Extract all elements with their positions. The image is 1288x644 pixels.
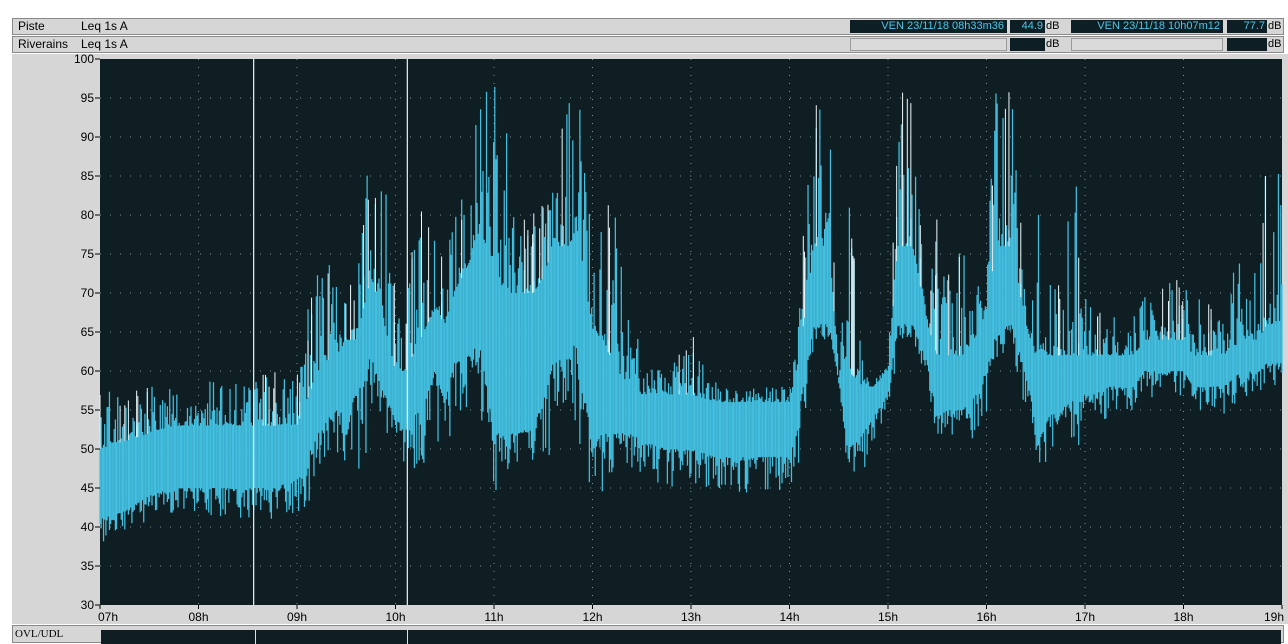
y-tick-label: 100 <box>74 54 94 66</box>
channel-metric: Leq 1s A <box>81 19 128 33</box>
cursor2-unit: dB <box>1268 38 1282 50</box>
cursor1-unit: dB <box>1046 20 1060 32</box>
ovl-udl-strip <box>101 630 1281 644</box>
cursor2-time: VEN 23/11/18 10h07m12 <box>1071 20 1223 33</box>
y-tick-label: 80 <box>81 208 95 222</box>
y-tick-label: 70 <box>81 286 95 300</box>
cursor2-value <box>1227 38 1267 51</box>
cursor2-unit: dB <box>1268 20 1282 32</box>
cursor2-time <box>1071 38 1223 51</box>
x-axis: 07h 08h 09h 10h 11h 12h 13h 14h 15h 16h 17h 18h 19h <box>98 605 1284 624</box>
x-tick-label: 14h <box>779 610 799 624</box>
cursor2-value: 77.7 <box>1227 20 1267 33</box>
y-tick-label: 50 <box>81 442 95 456</box>
x-tick-label: 08h <box>188 610 208 624</box>
cursor1-value: 44.9 <box>1010 20 1045 33</box>
cursor1-time <box>850 38 1007 51</box>
ovl-cursor-2 <box>407 630 408 644</box>
x-tick-label: 19h <box>1264 610 1284 624</box>
x-tick-label: 11h <box>484 610 503 624</box>
x-tick-label: 16h <box>976 610 996 624</box>
channel-row-riverains[interactable]: Riverains Leq 1s A dB dB <box>12 36 1284 53</box>
channel-metric: Leq 1s A <box>81 37 128 51</box>
x-tick-label: 13h <box>681 610 701 624</box>
series-leq <box>99 87 1283 542</box>
x-tick-label: 07h <box>98 610 118 624</box>
channel-name: Piste <box>18 19 45 33</box>
ovl-udl-label: OVL/UDL <box>15 628 64 640</box>
y-tick-label: 90 <box>81 130 95 144</box>
x-tick-label: 15h <box>878 610 898 624</box>
x-tick-label: 18h <box>1173 610 1193 624</box>
y-tick-label: 35 <box>81 559 95 573</box>
noise-level-chart[interactable]: 100 95 90 85 80 75 70 65 60 55 50 45 40 35 30 07h 08h 09… <box>12 54 1288 624</box>
y-axis: 100 95 90 85 80 75 70 65 60 55 50 45 40 35 30 <box>74 54 100 612</box>
x-tick-label: 12h <box>582 610 602 624</box>
ovl-cursor-1 <box>255 630 256 644</box>
y-tick-label: 65 <box>81 325 95 339</box>
y-tick-label: 75 <box>81 247 95 261</box>
channel-name: Riverains <box>18 37 69 51</box>
y-tick-label: 45 <box>81 481 95 495</box>
x-tick-label: 10h <box>385 610 405 624</box>
y-tick-label: 95 <box>81 91 95 105</box>
ovl-udl-row: OVL/UDL <box>12 625 1284 644</box>
x-tick-label: 17h <box>1075 610 1095 624</box>
channel-row-piste[interactable]: Piste Leq 1s A VEN 23/11/18 08h33m36 44.… <box>12 18 1284 35</box>
y-tick-label: 30 <box>81 598 95 612</box>
y-tick-label: 40 <box>81 520 95 534</box>
x-tick-label: 09h <box>287 610 307 624</box>
cursor1-value <box>1010 38 1045 51</box>
y-tick-label: 85 <box>81 169 95 183</box>
cursor1-time: VEN 23/11/18 08h33m36 <box>850 20 1007 33</box>
y-tick-label: 60 <box>81 364 95 378</box>
cursor-lines[interactable] <box>253 59 408 605</box>
y-tick-label: 55 <box>81 403 95 417</box>
cursor1-unit: dB <box>1046 38 1060 50</box>
